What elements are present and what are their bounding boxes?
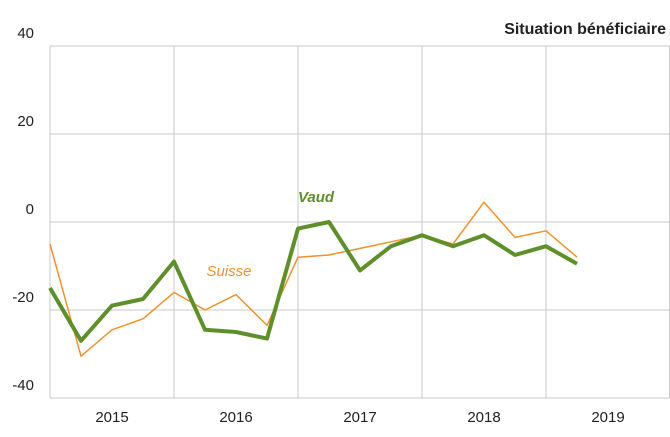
y-tick-label: 20 (17, 113, 34, 130)
x-tick-label: 2017 (343, 409, 376, 426)
x-tick-label: 2018 (467, 409, 500, 426)
x-tick-label: 2015 (95, 409, 128, 426)
y-tick-label: -40 (12, 377, 34, 394)
x-tick-label: 2019 (591, 409, 624, 426)
x-tick-label: 2016 (219, 409, 252, 426)
series-label: Vaud (298, 189, 335, 206)
y-tick-label: 0 (26, 201, 34, 218)
y-tick-label: -20 (12, 289, 34, 306)
y-tick-label: 40 (17, 25, 34, 42)
chart-title: Situation bénéficiaire (504, 21, 666, 38)
line-series (48, 220, 578, 343)
line-series (49, 201, 578, 357)
series-label: Suisse (206, 263, 251, 280)
